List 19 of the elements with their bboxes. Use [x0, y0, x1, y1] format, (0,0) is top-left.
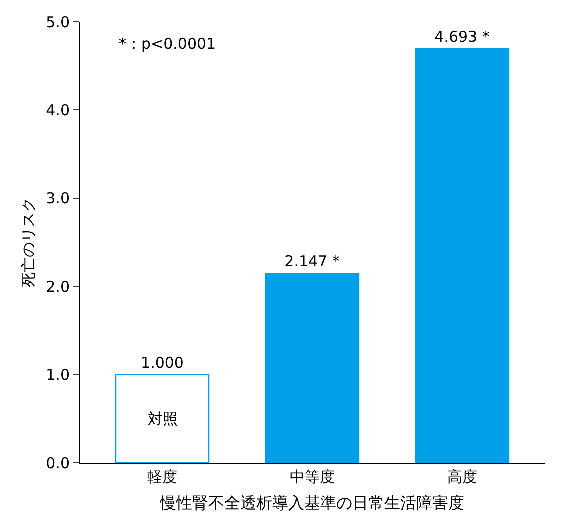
x-tick-label: 軽度: [148, 468, 178, 486]
data-label: 4.693 *: [434, 28, 490, 46]
x-axis-title: 慢性腎不全透析導入基準の日常生活障害度: [160, 494, 464, 513]
y-tick-label: 2.0: [46, 278, 70, 296]
data-label: 1.000: [141, 354, 184, 372]
x-tick-label: 中等度: [290, 468, 335, 486]
x-tick-label: 高度: [448, 468, 478, 486]
y-tick-label: 4.0: [46, 101, 70, 120]
bar: [415, 48, 510, 463]
annotation: *：p<0.0001: [119, 35, 216, 53]
y-tick-label: 0.0: [46, 454, 70, 472]
y-tick-label: 3.0: [46, 190, 70, 208]
bar: [265, 273, 360, 463]
data-label: 2.147 *: [284, 252, 340, 271]
y-tick-label: 1.0: [46, 366, 70, 384]
annotation: 対照: [148, 410, 178, 428]
y-axis-title: 死亡のリスク: [19, 198, 38, 288]
bar: [115, 374, 210, 463]
y-tick-label: 5.0: [46, 13, 70, 32]
